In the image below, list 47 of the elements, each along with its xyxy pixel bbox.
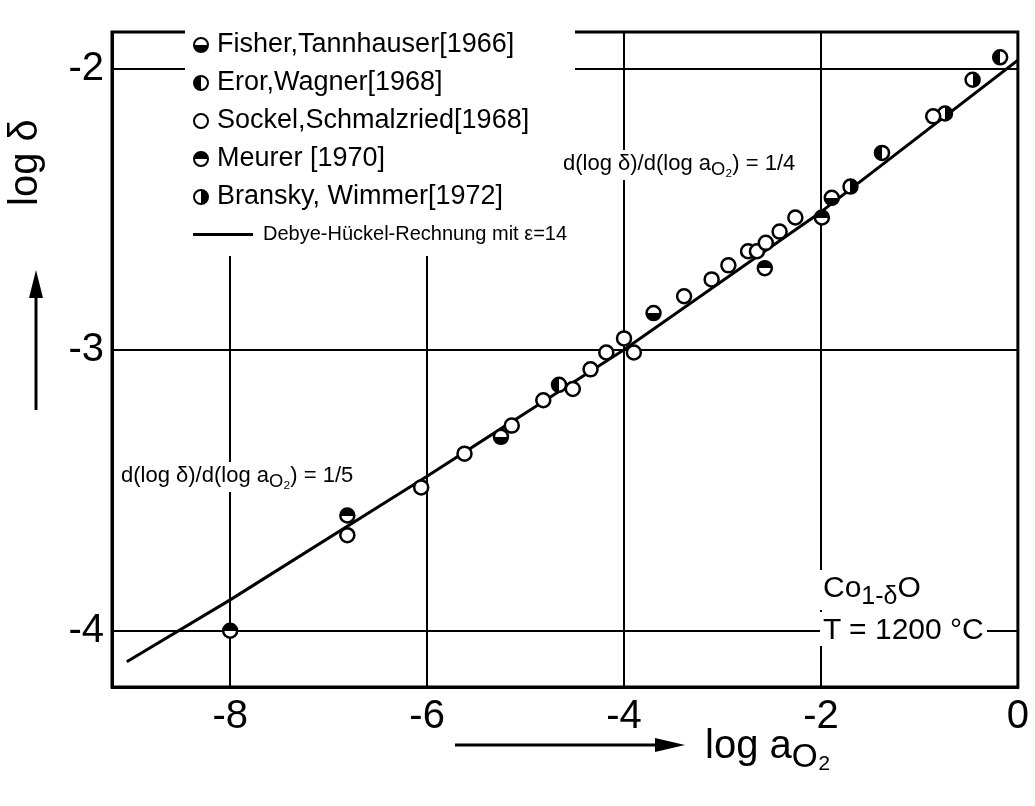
point: [339, 526, 356, 544]
point: [842, 178, 859, 195]
point: [873, 144, 891, 162]
x-tick-label: -6: [409, 692, 445, 737]
point: [771, 223, 788, 240]
point: [625, 344, 643, 361]
point: [964, 71, 981, 89]
legend-label: Debye-Hückel-Rechnung mit ε=14: [263, 222, 568, 244]
legend-label: Bransky, Wimmer[1972]: [217, 180, 504, 210]
y-tick-label: -3: [68, 324, 104, 369]
annotation: Co$_{1-δ}$O: [820, 570, 924, 610]
legend-label: Eror,Wagner[1968]: [217, 66, 443, 96]
point: [456, 445, 473, 462]
point: [564, 380, 582, 398]
legend-label: Meurer [1970]: [217, 142, 386, 172]
annotation: T = 1200 °C: [820, 612, 987, 646]
point: [598, 344, 615, 361]
point: [703, 271, 720, 288]
annotation: d(log δ)/d(log a$_{O₂}$) = 1/4: [560, 150, 799, 181]
point: [756, 259, 774, 277]
x-tick-label: 0: [1006, 692, 1029, 737]
legend-label: Fisher,Tannhauser[1966]: [217, 28, 515, 58]
y-axis-title: log δ: [0, 119, 46, 206]
x-tick-label: -8: [212, 692, 248, 737]
point: [645, 304, 662, 322]
point: [615, 330, 633, 347]
point: [823, 189, 841, 207]
point: [535, 392, 552, 409]
point: [492, 428, 510, 446]
legend-label: Sockel,Schmalzried[1968]: [217, 104, 530, 134]
annotation: d(log δ)/d(log a$_{O₂}$) = 1/5: [118, 462, 357, 493]
point: [675, 288, 693, 305]
point: [787, 209, 804, 226]
point: [991, 49, 1009, 66]
point: [582, 361, 599, 378]
point: [720, 257, 737, 274]
point: [550, 376, 568, 394]
y-tick-label: -4: [68, 605, 104, 650]
point: [221, 622, 239, 640]
point: [813, 209, 831, 226]
point: [339, 507, 356, 524]
point: [924, 108, 942, 125]
point: [503, 417, 521, 434]
x-tick-label: -4: [606, 692, 642, 737]
point: [757, 234, 775, 252]
y-tick-label: -2: [68, 43, 104, 88]
point: [412, 479, 430, 496]
